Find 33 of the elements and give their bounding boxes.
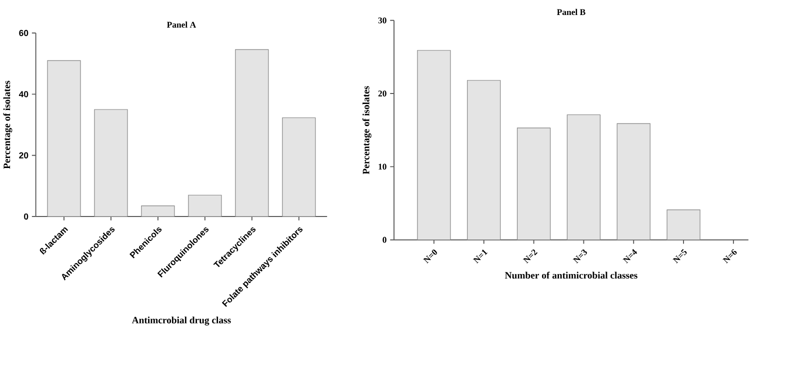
- x-tick-label: N=6: [722, 249, 737, 264]
- x-tick-label: N=3: [572, 250, 587, 264]
- bar: [467, 80, 501, 240]
- x-tick-label: N=0: [423, 250, 438, 264]
- bar: [94, 109, 128, 217]
- x-tick-label: N=5: [672, 249, 687, 264]
- y-tick-label: 0: [24, 213, 28, 220]
- x-tick-label: N=1: [472, 250, 488, 264]
- y-tick-label: 40: [18, 91, 28, 98]
- bar: [616, 123, 650, 240]
- bar: [566, 114, 600, 240]
- bar: [282, 117, 316, 217]
- chart-title: Panel A: [166, 22, 196, 28]
- y-tick-label: 20: [19, 152, 28, 158]
- y-tick-label: 60: [19, 30, 28, 36]
- y-axis-title: Percentage of isolates: [362, 86, 372, 174]
- bar: [141, 206, 175, 217]
- bar: [188, 194, 222, 217]
- chart-title: Panel B: [556, 8, 586, 16]
- y-tick-label: 10: [378, 164, 386, 170]
- y-tick-label: 30: [378, 17, 386, 24]
- bar: [417, 50, 451, 240]
- x-tick-label: N=2: [522, 250, 538, 264]
- y-axis-title: Percentage of isolates: [3, 80, 12, 169]
- x-tick-label: N=4: [622, 249, 638, 264]
- y-tick-label: 20: [378, 90, 386, 97]
- bar: [235, 49, 269, 217]
- bar: [516, 128, 551, 240]
- bar: [47, 60, 81, 217]
- y-tick-label: 0: [382, 236, 386, 243]
- x-axis-title: Number of antimicrobial classes: [504, 272, 638, 279]
- x-axis-title: Antimcrobial drug class: [132, 316, 231, 326]
- bar: [666, 210, 700, 240]
